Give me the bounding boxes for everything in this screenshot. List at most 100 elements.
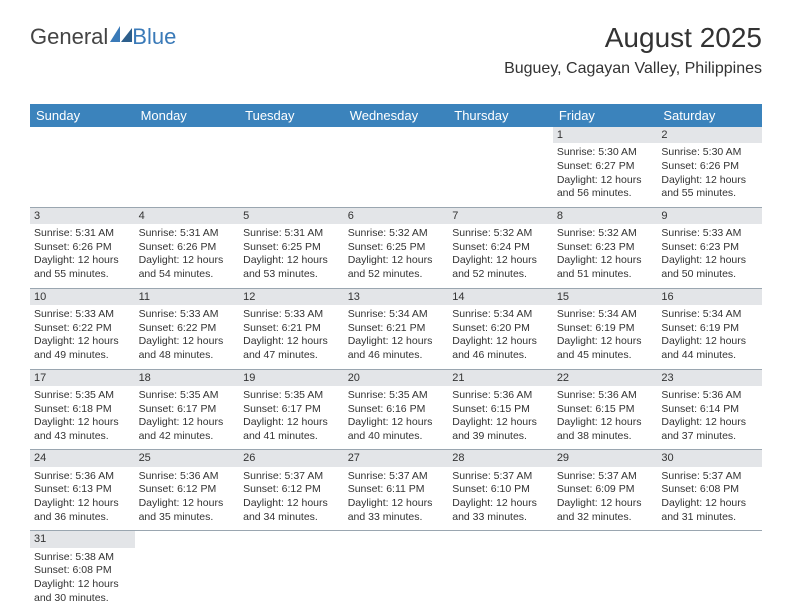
sunset-text: Sunset: 6:09 PM [557, 483, 654, 497]
day-number: 18 [135, 370, 240, 386]
calendar-cell: 3Sunrise: 5:31 AMSunset: 6:26 PMDaylight… [30, 207, 135, 288]
sunset-text: Sunset: 6:10 PM [452, 483, 549, 497]
logo-sail-icon [110, 22, 132, 38]
day-number: 19 [239, 370, 344, 386]
day-content: Sunrise: 5:35 AMSunset: 6:18 PMDaylight:… [34, 388, 131, 444]
sunset-text: Sunset: 6:15 PM [557, 403, 654, 417]
daylight-text: Daylight: 12 hours and 46 minutes. [348, 335, 445, 362]
daylight-text: Daylight: 12 hours and 44 minutes. [661, 335, 758, 362]
calendar-cell: 22Sunrise: 5:36 AMSunset: 6:15 PMDayligh… [553, 369, 658, 450]
daylight-text: Daylight: 12 hours and 35 minutes. [139, 497, 236, 524]
calendar-cell: 31Sunrise: 5:38 AMSunset: 6:08 PMDayligh… [30, 531, 135, 611]
calendar-row: 1Sunrise: 5:30 AMSunset: 6:27 PMDaylight… [30, 127, 762, 207]
day-content: Sunrise: 5:33 AMSunset: 6:22 PMDaylight:… [139, 307, 236, 363]
calendar-row: 10Sunrise: 5:33 AMSunset: 6:22 PMDayligh… [30, 288, 762, 369]
day-number: 25 [135, 450, 240, 466]
calendar-cell: 14Sunrise: 5:34 AMSunset: 6:20 PMDayligh… [448, 288, 553, 369]
day-number: 12 [239, 289, 344, 305]
day-content: Sunrise: 5:35 AMSunset: 6:16 PMDaylight:… [348, 388, 445, 444]
sunset-text: Sunset: 6:18 PM [34, 403, 131, 417]
daylight-text: Daylight: 12 hours and 55 minutes. [661, 174, 758, 201]
sunrise-text: Sunrise: 5:36 AM [557, 389, 654, 403]
calendar-cell [30, 127, 135, 207]
sunset-text: Sunset: 6:22 PM [139, 322, 236, 336]
sunrise-text: Sunrise: 5:37 AM [243, 470, 340, 484]
sunset-text: Sunset: 6:08 PM [34, 564, 131, 578]
calendar-cell: 12 Sunrise: 5:33 AMSunset: 6:21 PMDayligh… [239, 288, 344, 369]
day-content: Sunrise: 5:30 AMSunset: 6:27 PMDaylight:… [557, 145, 654, 201]
day-number: 13 [344, 289, 449, 305]
daylight-text: Daylight: 12 hours and 30 minutes. [34, 578, 131, 605]
daylight-text: Daylight: 12 hours and 43 minutes. [34, 416, 131, 443]
sunset-text: Sunset: 6:20 PM [452, 322, 549, 336]
day-content: Sunrise: 5:33 AMSunset: 6:23 PMDaylight:… [661, 226, 758, 282]
day-content: Sunrise: 5:30 AMSunset: 6:26 PMDaylight:… [661, 145, 758, 201]
day-number: 16 [657, 289, 762, 305]
day-header: Tuesday [239, 104, 344, 127]
logo-text-blue: Blue [132, 24, 176, 50]
day-content: Sunrise: 5:34 AMSunset: 6:19 PMDaylight:… [557, 307, 654, 363]
daylight-text: Daylight: 12 hours and 52 minutes. [348, 254, 445, 281]
day-number: 4 [135, 208, 240, 224]
sunrise-text: Sunrise: 5:32 AM [452, 227, 549, 241]
calendar-cell [553, 531, 658, 611]
sunrise-text: Sunrise: 5:30 AM [557, 146, 654, 160]
calendar-table: Sunday Monday Tuesday Wednesday Thursday… [30, 104, 762, 611]
day-number: 8 [553, 208, 658, 224]
sunrise-text: Sunrise: 5:36 AM [452, 389, 549, 403]
calendar-cell: 11Sunrise: 5:33 AMSunset: 6:22 PMDayligh… [135, 288, 240, 369]
day-number: 20 [344, 370, 449, 386]
day-content: Sunrise: 5:34 AMSunset: 6:21 PMDaylight:… [348, 307, 445, 363]
sunset-text: Sunset: 6:19 PM [661, 322, 758, 336]
calendar-cell: 16Sunrise: 5:34 AMSunset: 6:19 PMDayligh… [657, 288, 762, 369]
calendar-cell: 10Sunrise: 5:33 AMSunset: 6:22 PMDayligh… [30, 288, 135, 369]
daylight-text: Daylight: 12 hours and 52 minutes. [452, 254, 549, 281]
day-content: Sunrise: 5:32 AMSunset: 6:25 PMDaylight:… [348, 226, 445, 282]
calendar-cell: 13 Sunrise: 5:34 AMSunset: 6:21 PMDayligh… [344, 288, 449, 369]
calendar-cell [135, 531, 240, 611]
daylight-text: Daylight: 12 hours and 32 minutes. [557, 497, 654, 524]
daylight-text: Daylight: 12 hours and 37 minutes. [661, 416, 758, 443]
day-number: 26 [239, 450, 344, 466]
day-header: Saturday [657, 104, 762, 127]
sunset-text: Sunset: 6:11 PM [348, 483, 445, 497]
sunrise-text: Sunrise: 5:32 AM [348, 227, 445, 241]
sunset-text: Sunset: 6:17 PM [243, 403, 340, 417]
day-content: Sunrise: 5:36 AMSunset: 6:13 PMDaylight:… [34, 469, 131, 525]
sunrise-text: Sunrise: 5:31 AM [243, 227, 340, 241]
day-content: Sunrise: 5:37 AMSunset: 6:12 PMDaylight:… [243, 469, 340, 525]
sunset-text: Sunset: 6:22 PM [34, 322, 131, 336]
sunrise-text: Sunrise: 5:37 AM [452, 470, 549, 484]
day-number: 7 [448, 208, 553, 224]
calendar-cell: 9Sunrise: 5:33 AMSunset: 6:23 PMDaylight… [657, 207, 762, 288]
calendar-cell: 20 Sunrise: 5:35 AMSunset: 6:16 PMDayligh… [344, 369, 449, 450]
sunset-text: Sunset: 6:14 PM [661, 403, 758, 417]
sunset-text: Sunset: 6:26 PM [139, 241, 236, 255]
daylight-text: Daylight: 12 hours and 39 minutes. [452, 416, 549, 443]
day-number: 21 [448, 370, 553, 386]
sunset-text: Sunset: 6:16 PM [348, 403, 445, 417]
sunrise-text: Sunrise: 5:31 AM [139, 227, 236, 241]
day-number: 2 [657, 127, 762, 143]
day-content: Sunrise: 5:33 AMSunset: 6:21 PMDaylight:… [243, 307, 340, 363]
calendar-cell [448, 127, 553, 207]
day-number: 6 [344, 208, 449, 224]
sunrise-text: Sunrise: 5:36 AM [34, 470, 131, 484]
daylight-text: Daylight: 12 hours and 55 minutes. [34, 254, 131, 281]
sunrise-text: Sunrise: 5:33 AM [661, 227, 758, 241]
header-right: August 2025 Buguey, Cagayan Valley, Phil… [504, 22, 762, 78]
calendar-cell: 5Sunrise: 5:31 AMSunset: 6:25 PMDaylight… [239, 207, 344, 288]
daylight-text: Daylight: 12 hours and 46 minutes. [452, 335, 549, 362]
day-number: 17 [30, 370, 135, 386]
daylight-text: Daylight: 12 hours and 47 minutes. [243, 335, 340, 362]
calendar-cell: 7Sunrise: 5:32 AMSunset: 6:24 PMDaylight… [448, 207, 553, 288]
daylight-text: Daylight: 12 hours and 53 minutes. [243, 254, 340, 281]
daylight-text: Daylight: 12 hours and 54 minutes. [139, 254, 236, 281]
daylight-text: Daylight: 12 hours and 40 minutes. [348, 416, 445, 443]
calendar-cell: 15Sunrise: 5:34 AMSunset: 6:19 PMDayligh… [553, 288, 658, 369]
daylight-text: Daylight: 12 hours and 56 minutes. [557, 174, 654, 201]
sunset-text: Sunset: 6:17 PM [139, 403, 236, 417]
calendar-row: 3Sunrise: 5:31 AMSunset: 6:26 PMDaylight… [30, 207, 762, 288]
sunrise-text: Sunrise: 5:32 AM [557, 227, 654, 241]
sunset-text: Sunset: 6:25 PM [348, 241, 445, 255]
